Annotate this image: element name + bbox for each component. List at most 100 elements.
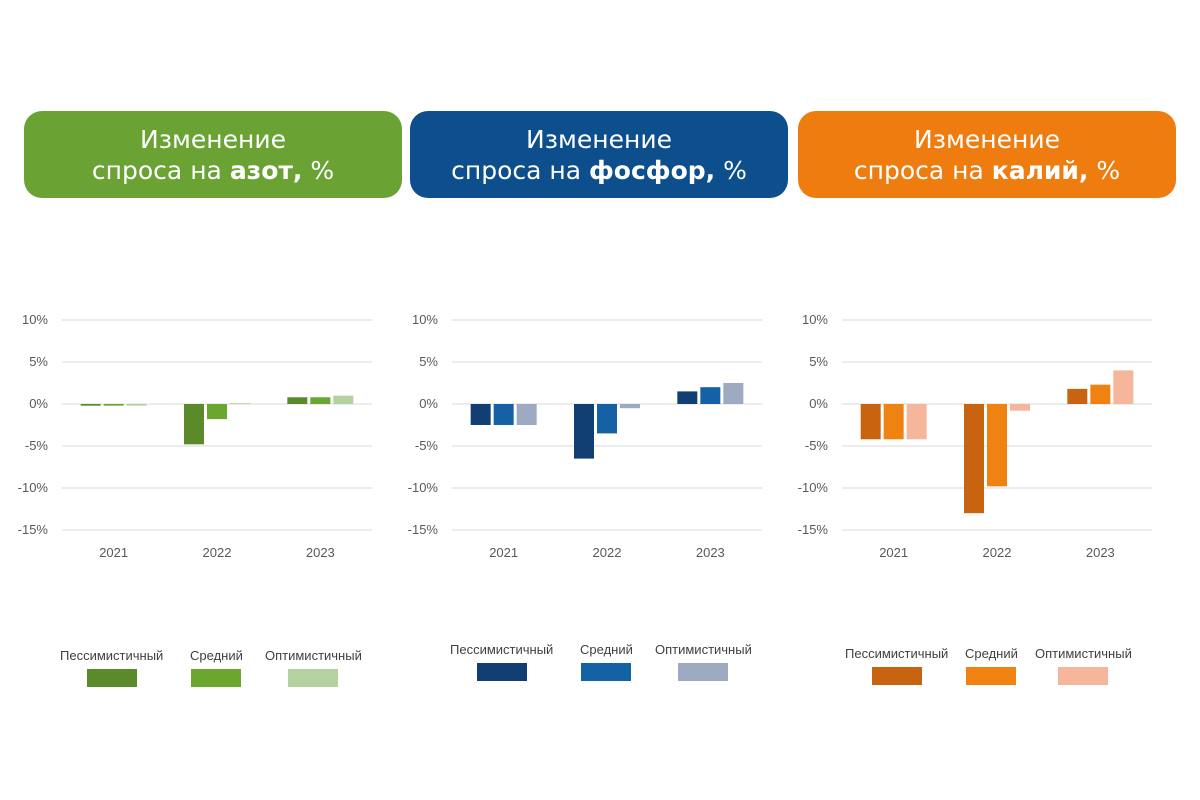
bar (126, 404, 147, 406)
y-tick-label: 0% (29, 396, 48, 411)
bar (597, 404, 617, 434)
header-prefix: спроса на (451, 155, 589, 185)
y-tick-label: 5% (419, 354, 438, 369)
legend-label: Средний (190, 648, 243, 663)
legend-item: Оптимистичный (1035, 646, 1132, 685)
bar (207, 404, 227, 420)
legend-label: Средний (965, 646, 1018, 661)
legend-item: Средний (190, 648, 243, 687)
legend-label: Пессимистичный (450, 642, 554, 657)
potassium-chart-svg: 10% 5% 0% -5% -10% -15% 2021 2022 2023 (798, 312, 1152, 560)
y-tick-label: -15% (18, 522, 49, 537)
x-category-label: 2022 (983, 545, 1012, 560)
legend-item: Пессимистичный (845, 646, 948, 685)
legend-label: Оптимистичный (655, 642, 752, 657)
potassium-legend: Пессимистичный Средний Оптимистичный (825, 646, 1200, 706)
bar (470, 404, 491, 425)
legend-swatch (1058, 667, 1109, 685)
y-tick-label: 0% (419, 396, 438, 411)
bar (1090, 384, 1111, 404)
header-line1: Изменение (140, 124, 286, 154)
y-tick-label: 10% (22, 312, 48, 327)
legend-swatch (871, 667, 922, 685)
legend-label: Оптимистичный (265, 648, 362, 663)
y-tick-label: 0% (809, 396, 828, 411)
bar (1010, 404, 1030, 411)
bar (184, 404, 204, 445)
legend-label: Пессимистичный (60, 648, 164, 663)
bar (333, 395, 354, 404)
y-tick-label: -10% (798, 480, 829, 495)
phosphorus-chart-svg: 10% 5% 0% -5% -10% -15% 2021 2022 2023 (408, 312, 762, 560)
bar (80, 404, 101, 406)
nitrogen-header: Изменение спроса на азот, % (24, 111, 402, 198)
bar (860, 404, 881, 440)
x-category-label: 2022 (203, 545, 232, 560)
header-suffix: % (302, 155, 335, 185)
legend-label: Пессимистичный (845, 646, 949, 661)
y-tick-label: 5% (809, 354, 828, 369)
legend-swatch (966, 667, 1017, 685)
legend-item: Пессимистичный (450, 642, 553, 681)
bar (310, 397, 331, 404)
bar (677, 391, 698, 404)
y-tick-label: -15% (408, 522, 439, 537)
bar (493, 404, 514, 425)
bar (1113, 370, 1134, 404)
nitrogen-chart: 10% 5% 0% -5% -10% -15% 2021 2022 2023 (0, 300, 380, 570)
y-tick-label: -10% (18, 480, 49, 495)
header-line2: спроса на калий, % (854, 155, 1120, 186)
header-suffix: % (715, 155, 747, 185)
legend-swatch (288, 669, 339, 687)
header-prefix: спроса на (853, 155, 992, 185)
y-tick-label: 10% (412, 312, 438, 327)
header-suffix: % (1088, 155, 1121, 185)
header-bold: фосфор, (589, 155, 716, 185)
y-tick-label: -5% (415, 438, 439, 453)
header-bold: азот, (229, 155, 303, 185)
bar (987, 404, 1007, 487)
legend-item: Оптимистичный (265, 648, 362, 687)
phosphorus-chart: 10% 5% 0% -5% -10% -15% 2021 2022 2023 (390, 300, 770, 570)
y-tick-label: -15% (798, 522, 829, 537)
x-category-label: 2023 (1086, 545, 1115, 560)
legend-item: Пессимистичный (60, 648, 163, 687)
bar (620, 404, 640, 409)
y-tick-label: -10% (408, 480, 439, 495)
legend-item: Оптимистичный (655, 642, 752, 681)
y-tick-label: -5% (805, 438, 829, 453)
header-line2: спроса на азот, % (92, 155, 334, 186)
bar (723, 383, 744, 404)
x-category-label: 2021 (879, 545, 908, 560)
legend-swatch (191, 669, 242, 687)
bar (103, 404, 124, 406)
bar (906, 404, 927, 440)
nitrogen-chart-svg: 10% 5% 0% -5% -10% -15% 2021 2022 2023 (18, 312, 372, 560)
bar (287, 397, 308, 404)
y-tick-label: 5% (29, 354, 48, 369)
header-prefix: спроса на (91, 155, 230, 185)
header-bold: калий, (991, 155, 1089, 185)
phosphorus-legend: Пессимистичный Средний Оптимистичный (430, 642, 810, 702)
x-category-label: 2021 (489, 545, 518, 560)
legend-swatch (678, 663, 729, 681)
bar (700, 387, 721, 404)
x-category-label: 2021 (99, 545, 128, 560)
x-category-label: 2023 (306, 545, 335, 560)
bar (883, 404, 904, 440)
legend-label: Оптимистичный (1035, 646, 1132, 661)
bar (516, 404, 537, 425)
bar (964, 404, 984, 514)
legend-item: Средний (965, 646, 1018, 685)
phosphorus-header: Изменение спроса на фосфор, % (410, 111, 788, 198)
legend-item: Средний (580, 642, 633, 681)
bar (1067, 388, 1088, 404)
header-line1: Изменение (526, 124, 672, 154)
potassium-chart: 10% 5% 0% -5% -10% -15% 2021 2022 2023 (780, 300, 1160, 570)
bar (230, 403, 250, 405)
y-tick-label: 10% (802, 312, 828, 327)
potassium-header: Изменение спроса на калий, % (798, 111, 1176, 198)
legend-swatch (476, 663, 527, 681)
header-line1: Изменение (914, 124, 1060, 154)
header-line2: спроса на фосфор, % (451, 155, 747, 186)
